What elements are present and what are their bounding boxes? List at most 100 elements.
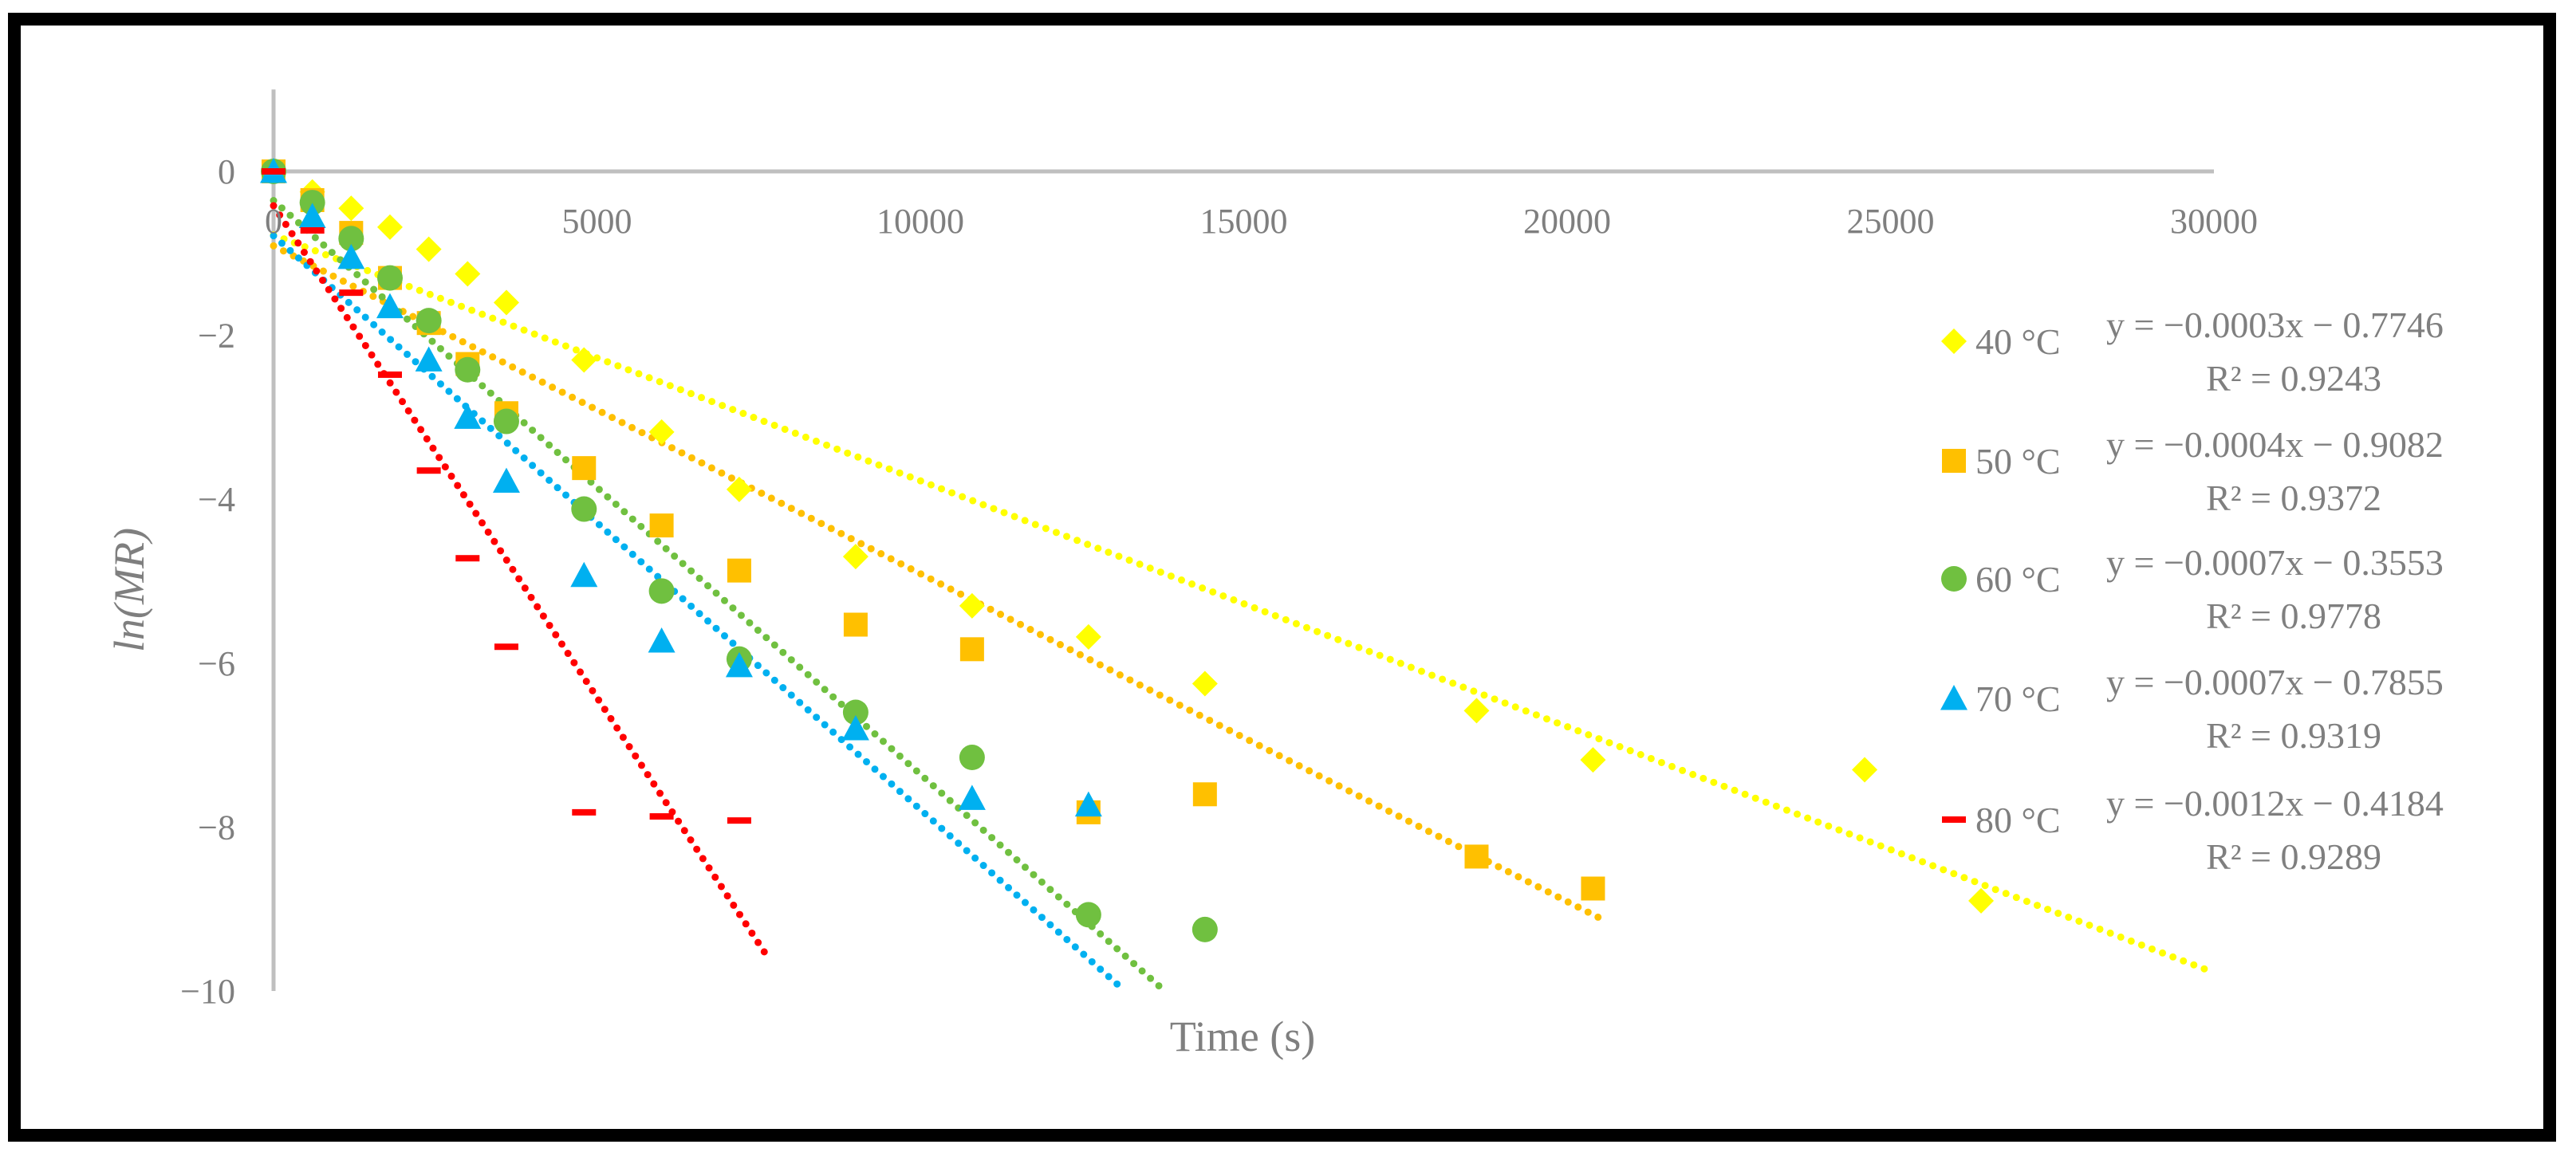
data-point — [571, 496, 597, 522]
data-point — [648, 419, 675, 445]
trendline — [270, 242, 1604, 922]
data-point — [842, 544, 869, 570]
y-tick-label: −10 — [180, 972, 235, 1011]
data-point — [959, 745, 985, 771]
y-tick-label: −2 — [198, 317, 235, 356]
tick-labels: 0 5000 10000 15000 20000 25000 30000 0 −2 −4 −6 −8 −… — [180, 152, 2258, 1011]
legend-marker — [1941, 328, 1967, 354]
x-tick-label: 10000 — [876, 202, 964, 241]
y-axis-title: ln(MR) — [105, 528, 153, 652]
data-point — [416, 308, 442, 334]
chart-frame — [8, 13, 2556, 1142]
data-point — [298, 203, 326, 228]
data-point — [727, 558, 751, 583]
trendline-equation: y = −0.0003x − 0.7746 — [2106, 305, 2444, 345]
data-point — [493, 289, 519, 316]
data-point — [377, 371, 402, 378]
trendline-equation: y = −0.0004x − 0.9082 — [2106, 424, 2444, 465]
legend-label: 80 °C — [1975, 800, 2061, 840]
y-tick-label: −4 — [198, 480, 235, 519]
legend-marker — [1942, 449, 1966, 473]
trendline-equation: y = −0.0007x − 0.7855 — [2106, 662, 2444, 702]
legend: 40 °C y = −0.0003x − 0.7746 R² = 0.9243 50 … — [1940, 305, 2444, 877]
data-point — [338, 226, 364, 252]
data-point — [727, 817, 751, 824]
r-squared-label: R² = 0.9372 — [2206, 478, 2381, 518]
data-point — [725, 651, 753, 678]
data-point — [492, 467, 520, 494]
data-point — [648, 627, 676, 653]
data-point — [843, 612, 868, 637]
data-point — [1581, 876, 1605, 901]
data-point — [572, 808, 597, 816]
r-squared-label: R² = 0.9778 — [2206, 596, 2381, 636]
data-point — [454, 403, 482, 429]
data-point — [726, 476, 752, 502]
data-point — [1074, 791, 1102, 817]
data-point — [338, 195, 364, 222]
trendline — [270, 197, 1168, 995]
data-point — [572, 456, 597, 481]
axes-layer — [271, 89, 2214, 991]
data-point — [262, 168, 286, 175]
legend-marker — [1940, 685, 1967, 710]
x-tick-label: 5000 — [562, 202, 632, 241]
trendline — [270, 231, 2218, 977]
data-point — [1192, 782, 1217, 807]
legend-label: 70 °C — [1975, 678, 2061, 719]
data-point — [1191, 916, 1218, 942]
y-tick-label: −6 — [198, 644, 235, 683]
data-point — [841, 715, 869, 741]
data-point — [1464, 844, 1489, 869]
x-tick-label: 15000 — [1200, 202, 1288, 241]
legend-label: 40 °C — [1975, 321, 2061, 362]
data-point — [1191, 670, 1218, 697]
data-point — [376, 293, 404, 319]
data-point — [958, 785, 986, 810]
data-point — [455, 261, 481, 287]
data-point — [1075, 902, 1101, 928]
data-point — [959, 637, 984, 662]
data-point — [1075, 623, 1101, 650]
trendlines — [270, 197, 2218, 995]
data-point — [337, 243, 365, 269]
data-point — [1463, 698, 1490, 724]
data-point — [415, 346, 443, 372]
r-squared-label: R² = 0.9289 — [2206, 836, 2381, 877]
data-point — [416, 467, 441, 474]
data-point — [649, 813, 674, 820]
data-point — [1580, 747, 1606, 773]
r-squared-label: R² = 0.9243 — [2206, 358, 2381, 399]
data-point — [959, 592, 985, 619]
data-point — [648, 578, 675, 604]
y-tick-label: −8 — [198, 808, 235, 847]
legend-label: 60 °C — [1975, 559, 2061, 600]
data-point — [376, 265, 403, 291]
data-point — [339, 289, 364, 297]
data-point — [571, 347, 597, 373]
x-axis-title: Time (s) — [1170, 1013, 1316, 1060]
data-point — [570, 561, 598, 588]
trendline-equation: y = −0.0012x − 0.4184 — [2106, 783, 2444, 824]
legend-marker — [1941, 566, 1967, 592]
x-tick-label: 20000 — [1523, 202, 1611, 241]
data-point — [455, 555, 480, 562]
data-point — [494, 643, 518, 651]
data-point — [493, 408, 519, 435]
r-squared-label: R² = 0.9319 — [2206, 715, 2381, 756]
x-tick-label: 25000 — [1847, 202, 1935, 241]
data-point — [300, 227, 325, 234]
data-point — [1968, 887, 1995, 914]
trendline — [270, 232, 1129, 995]
data-point — [842, 699, 869, 726]
data-point — [1852, 757, 1878, 783]
x-tick-label: 0 — [265, 202, 282, 241]
data-point — [416, 236, 442, 262]
trendline — [270, 202, 769, 958]
legend-marker — [1942, 816, 1966, 823]
y-tick-label: 0 — [218, 152, 235, 191]
data-point — [376, 214, 403, 240]
data-point — [299, 190, 325, 216]
data-point — [649, 513, 674, 538]
